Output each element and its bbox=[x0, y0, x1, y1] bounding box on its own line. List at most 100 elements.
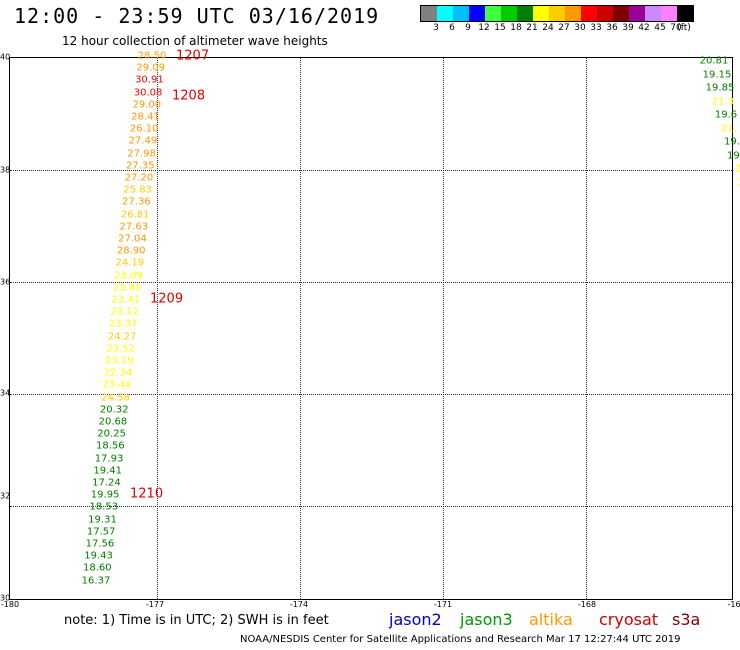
wave-height-value: 19.43 bbox=[84, 550, 113, 562]
wave-height-value: 20.32 bbox=[99, 404, 129, 416]
scale-label: 3 bbox=[433, 23, 439, 33]
wave-height-value: 24.27 bbox=[107, 331, 137, 343]
scale-swatch bbox=[677, 6, 693, 21]
legend-jason3: jason3 bbox=[460, 610, 513, 629]
wave-height-value: 27.63 bbox=[119, 221, 149, 233]
wave-height-value: 23.41 bbox=[111, 294, 141, 306]
wave-height-value: 27.49 bbox=[128, 135, 158, 147]
scale-swatch bbox=[581, 6, 597, 21]
credit-line: NOAA/NESDIS Center for Satellite Applica… bbox=[240, 634, 681, 645]
scale-swatch bbox=[661, 6, 677, 21]
scale-swatch bbox=[437, 6, 453, 21]
wave-height-value: 23.44 bbox=[102, 379, 132, 391]
wave-height-value: 19.15 bbox=[702, 69, 732, 80]
latitude-label: 30 bbox=[0, 593, 11, 603]
longitude-gridline bbox=[300, 58, 301, 599]
wave-height-value: 22.34 bbox=[103, 367, 133, 379]
wave-height-value: 19.95 bbox=[90, 489, 120, 501]
wave-height-value: 21. bbox=[721, 123, 737, 134]
scale-label: 18 bbox=[510, 23, 522, 33]
scale-swatch bbox=[421, 6, 437, 21]
latitude-gridline bbox=[10, 394, 732, 395]
longitude-label: -16 bbox=[727, 600, 740, 609]
wave-height-value: 17.93 bbox=[94, 453, 124, 465]
scale-swatch bbox=[613, 6, 629, 21]
wave-height-value: 19. bbox=[727, 150, 740, 161]
scale-label: 6 bbox=[449, 23, 455, 33]
wave-height-value: 2 bbox=[734, 163, 740, 175]
wave-height-value: 27.35 bbox=[125, 160, 155, 172]
scale-swatch bbox=[533, 6, 549, 21]
wave-height-value: 23.19 bbox=[105, 355, 134, 367]
wave-height-value: 19.85 bbox=[705, 82, 735, 94]
scale-label: 21 bbox=[526, 23, 538, 33]
legend-jason2: jason2 bbox=[389, 610, 442, 629]
wave-height-value: 17.56 bbox=[85, 538, 115, 550]
longitude-gridline bbox=[157, 58, 158, 599]
wave-height-value: 23.85 bbox=[112, 282, 142, 294]
wave-height-value: 24.58 bbox=[101, 392, 130, 404]
scale-label: 70 bbox=[670, 23, 682, 33]
scale-swatch bbox=[453, 6, 469, 21]
scale-label: 15 bbox=[494, 23, 506, 33]
wave-height-value: 23.12 bbox=[110, 306, 139, 318]
pass-time-label: 1209 bbox=[150, 291, 184, 307]
map-plot-area bbox=[9, 57, 733, 600]
longitude-label: -180 bbox=[0, 600, 20, 609]
wave-height-value: 18.60 bbox=[82, 562, 112, 574]
longitude-label: -174 bbox=[289, 600, 309, 609]
color-scale-bar bbox=[420, 5, 694, 22]
wave-height-value: 24.19 bbox=[115, 257, 145, 269]
scale-label: 27 bbox=[558, 23, 570, 33]
longitude-label: -168 bbox=[577, 600, 597, 609]
wave-height-value: 23.37 bbox=[109, 318, 138, 330]
wave-height-value: 27.04 bbox=[118, 233, 147, 245]
wave-height-value: 20.81 bbox=[699, 55, 729, 67]
wave-height-value: 29.09 bbox=[136, 62, 166, 74]
scale-swatch bbox=[629, 6, 645, 21]
latitude-label: 34 bbox=[0, 388, 11, 398]
scale-swatch bbox=[565, 6, 581, 21]
scale-label: 42 bbox=[638, 23, 650, 33]
wave-height-value: 26.81 bbox=[120, 209, 150, 221]
wave-height-value: 27.20 bbox=[124, 172, 154, 184]
wave-height-value: 30.91 bbox=[135, 74, 164, 86]
wave-height-value: 19.41 bbox=[93, 465, 123, 477]
scale-swatch bbox=[517, 6, 533, 21]
scale-label: (ft) bbox=[677, 23, 691, 33]
wave-height-value: 27.98 bbox=[127, 148, 156, 160]
latitude-label: 38 bbox=[0, 165, 11, 175]
wave-height-value: 21.3 bbox=[711, 96, 735, 107]
wave-height-value: 28.50 bbox=[137, 50, 167, 62]
note-text: note: 1) Time is in UTC; 2) SWH is in fe… bbox=[64, 613, 329, 628]
latitude-gridline bbox=[10, 506, 732, 507]
scale-swatch bbox=[485, 6, 501, 21]
wave-height-value: 16.37 bbox=[81, 575, 111, 587]
wave-height-value: 19. bbox=[724, 136, 740, 148]
wave-height-value: 25.83 bbox=[123, 184, 152, 196]
wave-height-value: 2 bbox=[738, 177, 740, 188]
longitude-gridline bbox=[443, 58, 444, 599]
pass-time-label: 1207 bbox=[176, 48, 210, 64]
latitude-gridline bbox=[10, 282, 732, 283]
wave-height-value: 23.52 bbox=[106, 343, 136, 355]
scale-swatch bbox=[501, 6, 517, 21]
longitude-label: -171 bbox=[433, 600, 453, 609]
scale-swatch bbox=[597, 6, 613, 21]
wave-height-value: 18.56 bbox=[95, 440, 125, 452]
scale-label: 33 bbox=[590, 23, 602, 33]
scale-label: 24 bbox=[542, 23, 554, 33]
scale-label: 36 bbox=[606, 23, 618, 33]
map-title: 12:00 - 23:59 UTC 03/16/2019 bbox=[14, 4, 380, 28]
legend-cryosat: cryosat bbox=[599, 610, 659, 629]
legend-altika: altika bbox=[529, 610, 573, 629]
wave-height-value: 28.90 bbox=[116, 245, 146, 257]
pass-time-label: 1208 bbox=[172, 88, 206, 104]
wave-height-value: 17.57 bbox=[86, 526, 116, 538]
legend-s3a: s3a bbox=[672, 610, 701, 629]
wave-height-value: 29.00 bbox=[132, 99, 162, 111]
scale-swatch bbox=[469, 6, 485, 21]
scale-swatch bbox=[645, 6, 661, 21]
wave-height-value: 17.24 bbox=[92, 477, 121, 489]
wave-height-value: 19.31 bbox=[88, 514, 117, 526]
